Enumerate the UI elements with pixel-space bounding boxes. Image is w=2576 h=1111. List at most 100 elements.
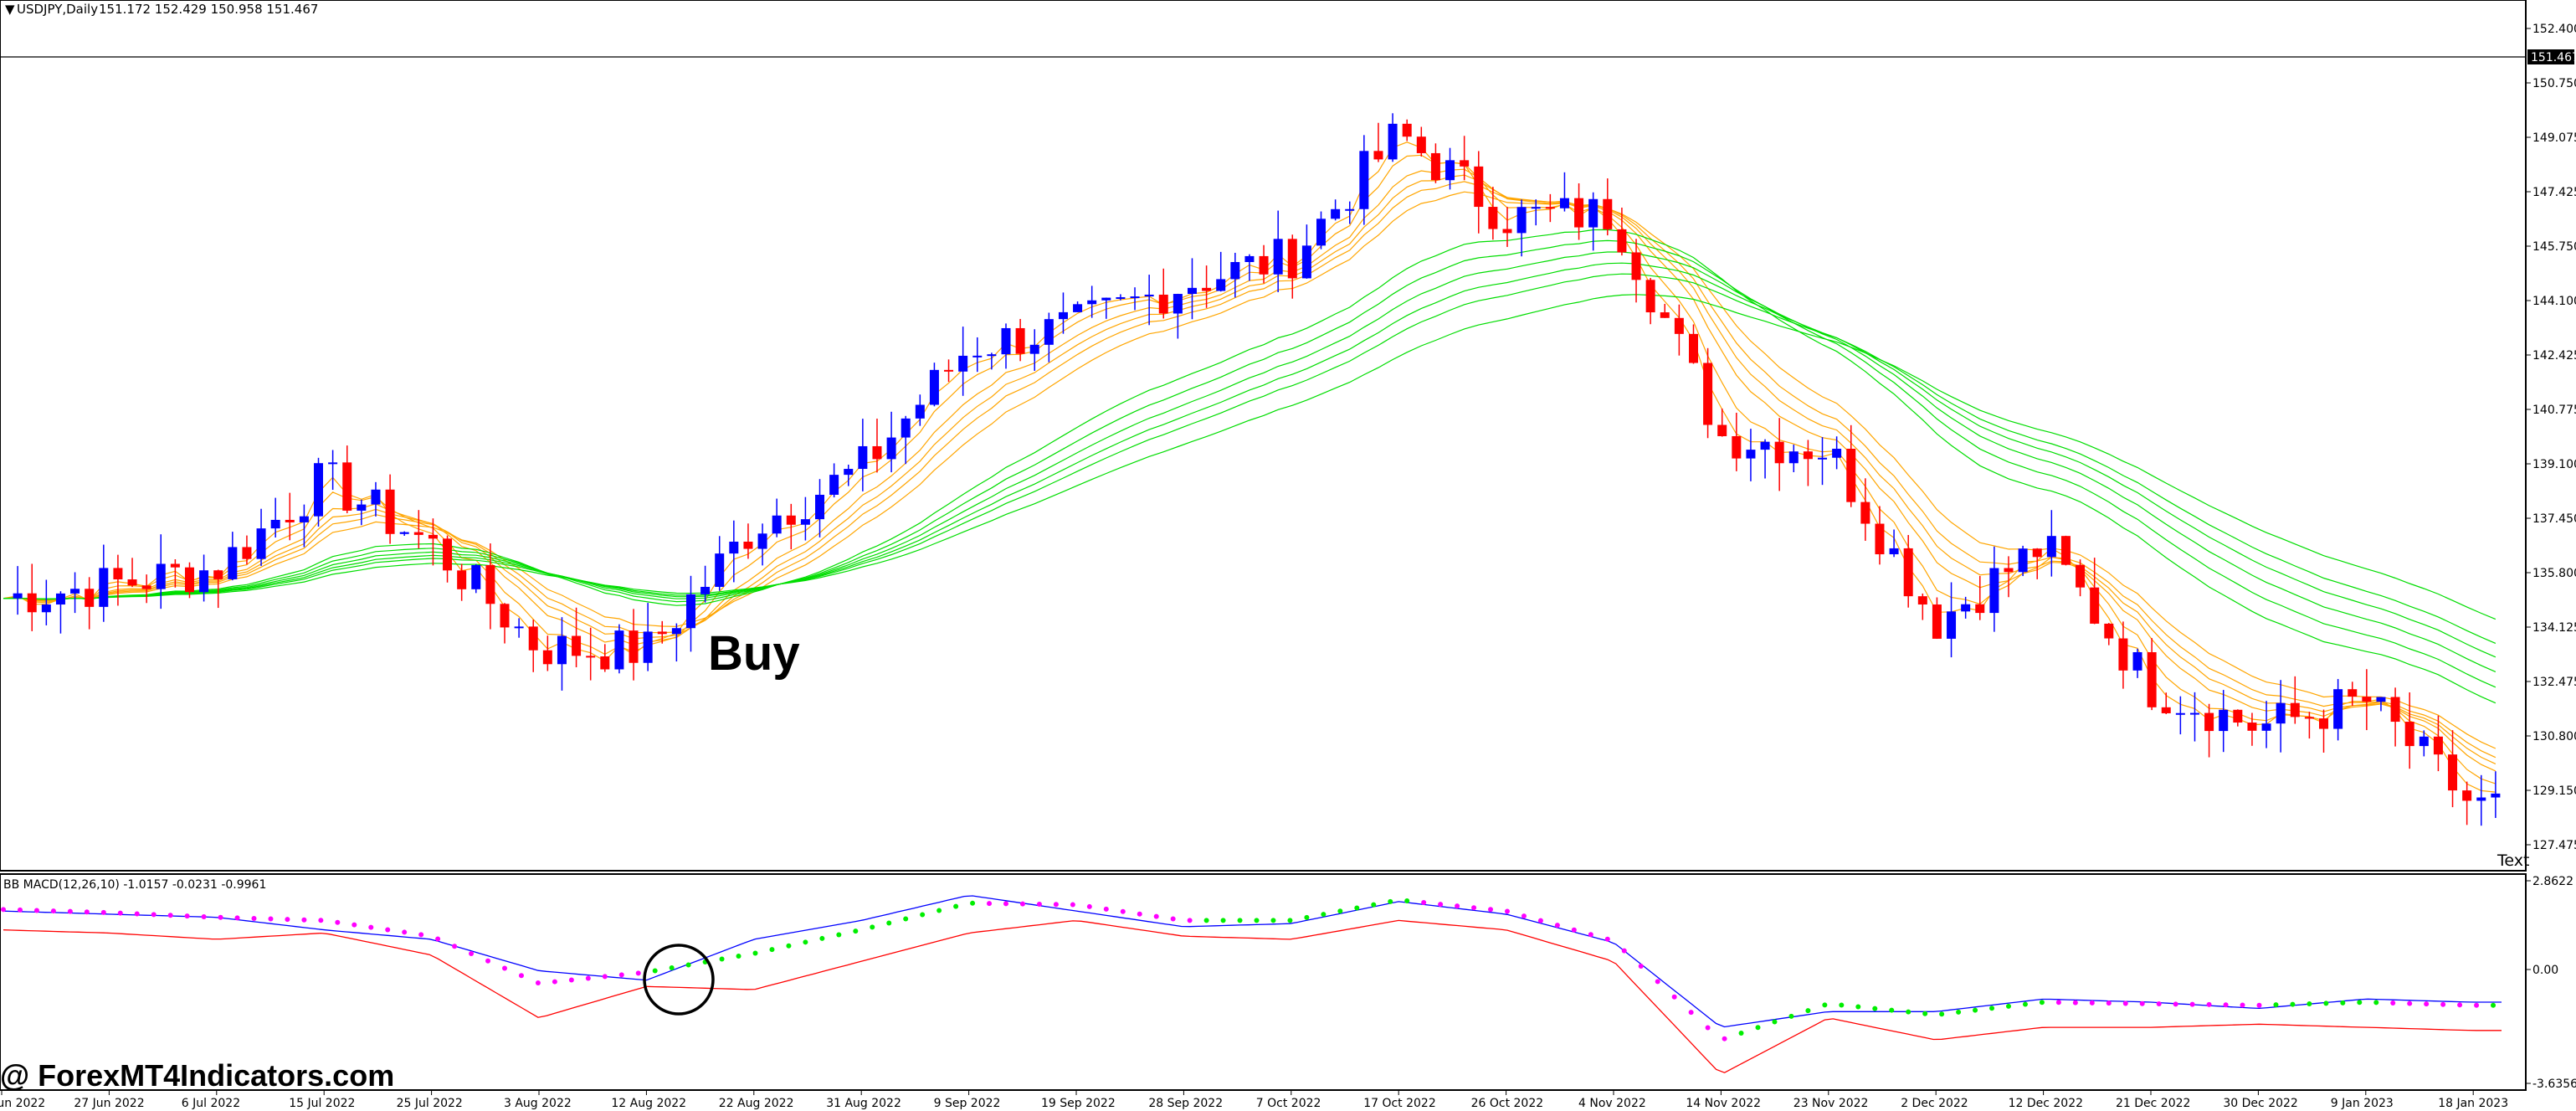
macd-dot [1137, 911, 1142, 917]
bear-candle [1373, 151, 1383, 160]
date-tick-label: 25 Jul 2022 [397, 1097, 463, 1110]
bear-candle [127, 579, 137, 586]
date-tick-label: 27 Jun 2022 [74, 1097, 144, 1110]
bear-candle [2104, 623, 2114, 639]
macd-dot [100, 909, 106, 915]
bull-candle [1531, 207, 1541, 209]
bull-candle [514, 626, 524, 629]
macd-panel[interactable] [0, 873, 2527, 1091]
price-tick-label: 149.075 [2532, 131, 2576, 145]
ohlc-values: 151.172 152.429 150.958 151.467 [99, 2, 318, 17]
bull-candle [156, 563, 166, 589]
macd-dot [1537, 918, 1543, 923]
symbol-label: USDJPY,Daily [17, 2, 98, 17]
bear-candle [1846, 448, 1856, 502]
bear-candle [2448, 754, 2458, 791]
macd-dot [936, 908, 942, 913]
bull-candle [671, 628, 681, 635]
bull-candle [1273, 239, 1283, 275]
bear-candle [1259, 255, 1269, 275]
macd-dot [568, 977, 574, 983]
slow-ma-line [3, 294, 2496, 620]
bull-candle [371, 489, 381, 505]
bear-candle [413, 532, 423, 535]
macd-header: BB MACD(12,26,10) -1.0157 -0.0231 -0.996… [3, 878, 266, 892]
bull-candle [1746, 450, 1756, 459]
slow-ma-line [3, 251, 2496, 672]
bear-candle [2247, 723, 2257, 731]
macd-dot [1438, 902, 1444, 908]
bear-candle [1015, 327, 1025, 354]
bull-candle [2219, 709, 2229, 732]
price-tick-label: 134.125 [2532, 621, 2576, 635]
price-axis: 152.400 150.750 149.075 147.425 145.750 144.1… [2526, 23, 2576, 852]
bull-candle [1101, 297, 1111, 301]
macd-dot [2424, 1001, 2430, 1007]
macd-dot [1237, 918, 1243, 923]
bull-candle [700, 586, 711, 594]
bear-candle [600, 656, 610, 670]
macd-dot [1521, 913, 1527, 919]
macd-dot [1354, 905, 1360, 911]
macd-dot [1304, 914, 1310, 920]
macd-dot [1571, 927, 1577, 933]
bear-candle [2060, 536, 2071, 565]
bull-candle [958, 355, 968, 372]
bull-candle [844, 469, 854, 476]
macd-dot [1889, 1007, 1895, 1013]
macd-dot [1220, 918, 1226, 923]
bear-candle [2433, 736, 2443, 755]
macd-tick-label: 2.8622 [2532, 875, 2573, 888]
macd-dot [1086, 903, 1092, 909]
bear-candle [1430, 152, 1440, 181]
macd-dot [335, 919, 341, 925]
date-tick-label: 31 Aug 2022 [826, 1097, 901, 1110]
macd-dot [418, 932, 424, 938]
bull-candle [2333, 689, 2343, 729]
bear-candle [1631, 252, 1641, 280]
date-tick-label: 3 Aug 2022 [504, 1097, 572, 1110]
macd-dot [33, 908, 39, 913]
macd-dot [201, 913, 207, 919]
macd-dot [618, 972, 624, 978]
macd-dot [2039, 1000, 2045, 1006]
macd-dot [402, 929, 408, 935]
macd-dot [1287, 918, 1293, 923]
bear-candle [1416, 136, 1426, 153]
bear-candle [342, 462, 352, 511]
bear-candle [2390, 697, 2400, 723]
bull-candle [1144, 294, 1154, 297]
macd-dot [2323, 1000, 2329, 1006]
macd-dot [1738, 1030, 1744, 1036]
bull-candle [1445, 160, 1455, 181]
macd-dot [285, 917, 290, 923]
bull-candle [886, 437, 896, 460]
bear-candle [27, 593, 37, 613]
macd-dot [685, 962, 691, 968]
date-tick-label: 2 Dec 2022 [1901, 1097, 1968, 1110]
macd-dot [518, 973, 524, 979]
price-panel[interactable] [0, 0, 2527, 872]
bull-candle [1889, 548, 1899, 555]
price-tick-label: 150.750 [2532, 77, 2576, 90]
macd-dot [736, 954, 741, 959]
macd-dot [1939, 1011, 1945, 1017]
bull-candle [2189, 712, 2199, 715]
macd-dot [184, 913, 190, 919]
date-tick-label: 17 Jun 2022 [0, 1097, 45, 1110]
macd-dot [1321, 912, 1326, 918]
price-tick-label: 132.475 [2532, 676, 2576, 689]
bear-candle [1158, 294, 1168, 314]
macd-dot [1371, 902, 1377, 908]
bear-candle [2290, 702, 2300, 718]
macd-dot [1906, 1009, 1911, 1015]
bull-candle [829, 475, 839, 495]
bull-candle [1359, 151, 1369, 209]
macd-dot [2290, 1001, 2296, 1007]
macd-dot [2407, 1000, 2413, 1006]
triangle-icon[interactable]: ▼ [5, 2, 15, 17]
bear-candle [1574, 198, 1584, 228]
macd-dot [1839, 1002, 1845, 1008]
price-tick-label: 142.425 [2532, 349, 2576, 363]
